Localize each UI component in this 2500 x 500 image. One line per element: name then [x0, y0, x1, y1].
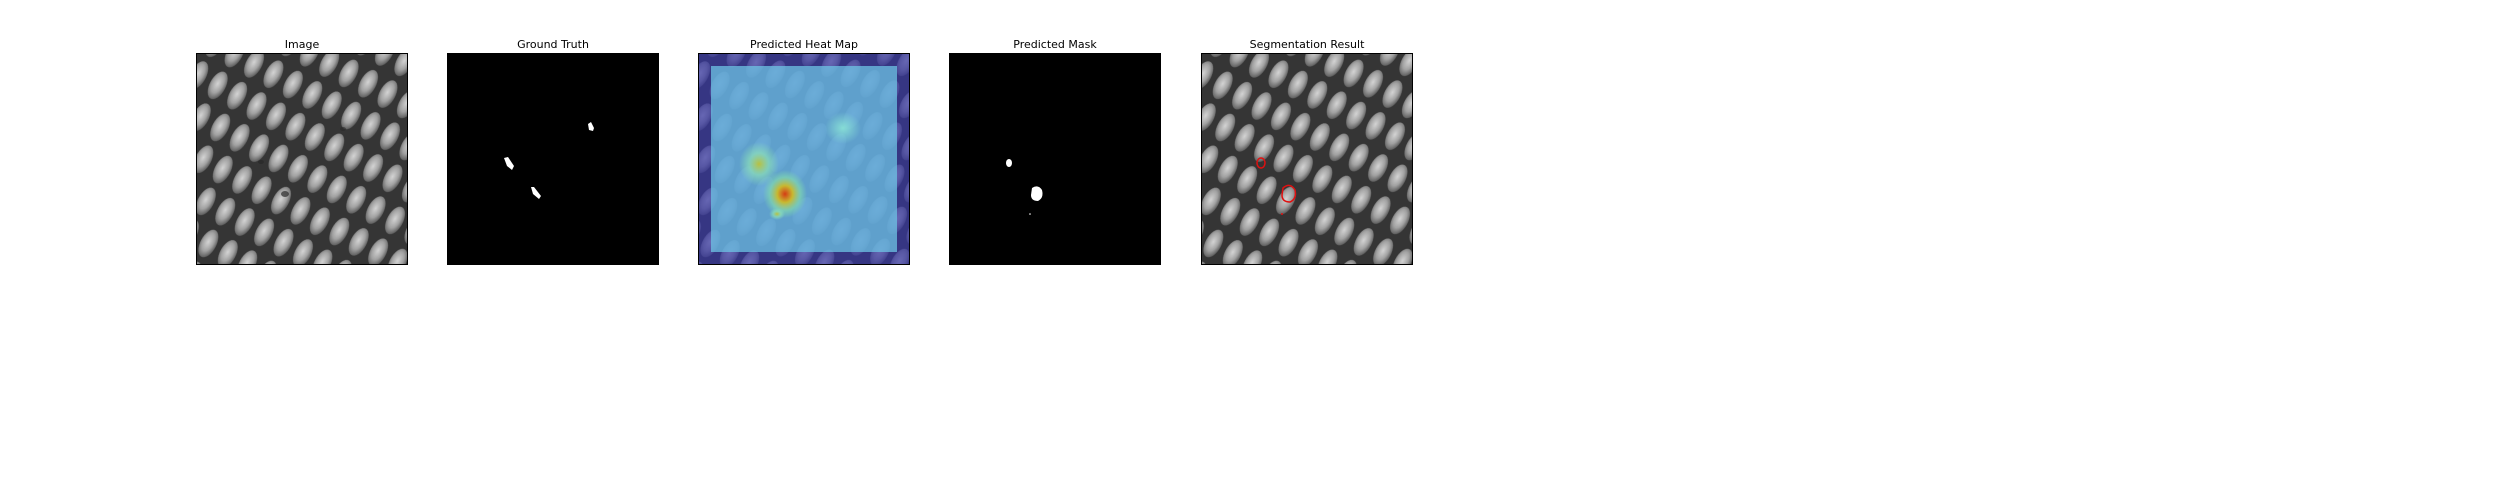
ground-truth-mask	[448, 54, 658, 264]
panel-ground-truth: Ground Truth	[447, 36, 659, 265]
panel-title: Predicted Mask	[1013, 38, 1097, 51]
panel-title: Predicted Heat Map	[750, 38, 858, 51]
pred-blob	[1029, 213, 1031, 215]
panel-title: Ground Truth	[517, 38, 589, 51]
gt-blob	[588, 122, 594, 131]
predicted-mask	[950, 54, 1160, 264]
contour	[1281, 184, 1297, 203]
panel-title: Segmentation Result	[1249, 38, 1365, 51]
heat-map-frame	[698, 53, 910, 265]
contour	[1256, 157, 1266, 169]
contour	[1281, 213, 1283, 215]
panel-image: Image	[196, 36, 408, 265]
panel-segmentation-result: Segmentation Result	[1201, 36, 1413, 265]
panel-heat-map: Predicted Heat Map	[698, 36, 910, 265]
panel-predicted-mask: Predicted Mask	[949, 36, 1161, 265]
gt-blob	[531, 187, 541, 199]
mesh-photo	[197, 54, 407, 264]
pred-blob	[1006, 159, 1012, 167]
panel-title: Image	[284, 38, 320, 51]
ground-truth-frame	[447, 53, 659, 265]
heat-map	[699, 54, 909, 264]
predicted-mask-frame	[949, 53, 1161, 265]
pred-blob	[1031, 186, 1043, 201]
gt-blob	[504, 157, 514, 170]
image-frame	[196, 53, 408, 265]
segmentation-result	[1202, 54, 1412, 264]
segmentation-frame	[1201, 53, 1413, 265]
